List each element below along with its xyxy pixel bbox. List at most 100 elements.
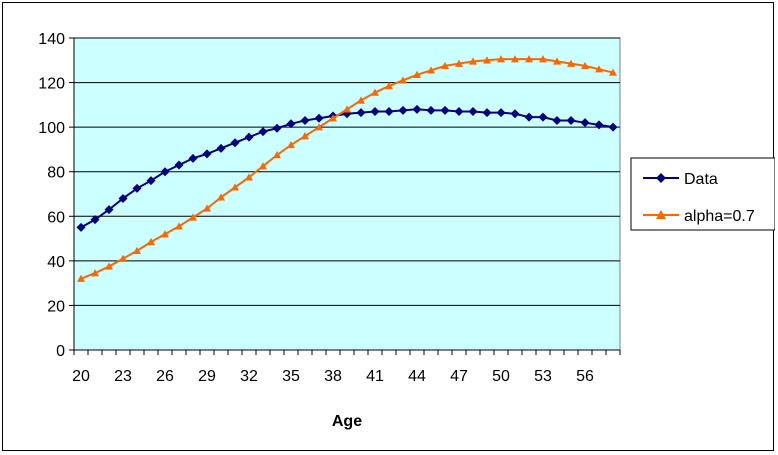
data-point [300, 115, 310, 125]
data-point [203, 204, 211, 212]
data-point [188, 153, 198, 163]
data-point [468, 107, 478, 117]
x-tick-label: 35 [282, 368, 300, 385]
data-point [552, 115, 562, 125]
data-point [160, 167, 170, 177]
data-point [104, 205, 114, 215]
series-group [76, 55, 618, 282]
data-point [174, 160, 184, 170]
data-point [357, 96, 365, 104]
legend-marker-alpha [656, 210, 666, 219]
data-point [511, 55, 519, 63]
data-point [314, 113, 324, 123]
data-point [426, 105, 436, 115]
data-point [553, 57, 561, 65]
data-point [595, 65, 603, 73]
data-point [483, 56, 491, 64]
data-point [370, 107, 380, 117]
data-point [454, 107, 464, 117]
data-point [244, 132, 254, 142]
y-tick-label: 20 [47, 298, 65, 315]
legend-box [630, 157, 775, 231]
data-point [146, 176, 156, 186]
data-point [286, 119, 296, 129]
data-point [482, 108, 492, 118]
data-point [399, 76, 407, 84]
data-point [343, 105, 351, 113]
legend-label-data: Data [684, 171, 718, 188]
data-point [398, 105, 408, 115]
x-tick-label: 32 [240, 368, 258, 385]
line-chart: 0 20 40 60 80 100 120 140 20 23 26 29 32 35 38 41 44 47 5… [38, 31, 775, 430]
data-point [119, 254, 127, 262]
x-tick-label: 56 [576, 368, 594, 385]
data-point [161, 230, 169, 238]
data-point [91, 269, 99, 277]
data-point [315, 123, 323, 131]
y-tick-label: 140 [38, 31, 65, 48]
y-tick-label: 120 [38, 76, 65, 93]
data-point [356, 108, 366, 118]
y-tick-label: 100 [38, 120, 65, 137]
x-tick-label: 44 [408, 368, 426, 385]
axes [73, 38, 620, 351]
data-point [580, 118, 590, 128]
data-point [455, 59, 463, 67]
x-tick-label: 53 [534, 368, 552, 385]
data-point [413, 70, 421, 78]
data-point [245, 173, 253, 181]
data-point [258, 127, 268, 137]
x-tick-label: 20 [72, 368, 90, 385]
data-point [77, 274, 85, 282]
data-point [525, 55, 533, 63]
data-point [567, 59, 575, 67]
data-point [496, 108, 506, 118]
y-tick-label: 60 [47, 209, 65, 226]
data-point [175, 222, 183, 230]
legend-marker-data [656, 173, 666, 183]
data-point [441, 61, 449, 70]
y-tick-label: 40 [47, 254, 65, 271]
data-point [189, 213, 197, 221]
data-point [427, 66, 435, 74]
data-point [217, 193, 225, 201]
data-point [524, 112, 534, 122]
x-tick-label: 29 [198, 368, 216, 385]
data-point [133, 246, 141, 255]
data-point [118, 193, 128, 203]
plot-area [73, 37, 621, 351]
x-tick-label: 23 [114, 368, 132, 385]
x-axis-ticks: 20 23 26 29 32 35 38 41 44 47 50 53 56 [72, 350, 621, 385]
data-point [371, 88, 379, 96]
data-point [609, 68, 617, 76]
data-point [469, 57, 477, 65]
data-point [566, 115, 576, 125]
data-point [231, 183, 239, 191]
data-point [538, 112, 548, 122]
series-alpha [77, 55, 617, 282]
legend-label-alpha: alpha=0.7 [684, 208, 755, 225]
x-tick-label: 47 [450, 368, 468, 385]
data-point [539, 55, 547, 63]
data-point [105, 262, 113, 270]
data-point [385, 81, 393, 90]
x-tick-label: 26 [156, 368, 174, 385]
data-point [384, 107, 394, 117]
x-axis-title: Age [332, 413, 362, 430]
x-tick-label: 38 [324, 368, 342, 385]
data-point [132, 183, 142, 193]
data-point [412, 104, 422, 114]
data-point [147, 237, 155, 246]
data-point [497, 55, 505, 63]
data-point [329, 114, 337, 122]
x-tick-label: 50 [492, 368, 510, 385]
x-tick-label: 41 [366, 368, 384, 385]
data-point [301, 132, 309, 140]
y-tick-label: 0 [56, 343, 65, 360]
data-point [608, 122, 618, 132]
data-point [76, 222, 86, 232]
legend: Data alpha=0.7 [630, 157, 775, 231]
data-point [230, 138, 240, 148]
data-point [259, 162, 267, 170]
